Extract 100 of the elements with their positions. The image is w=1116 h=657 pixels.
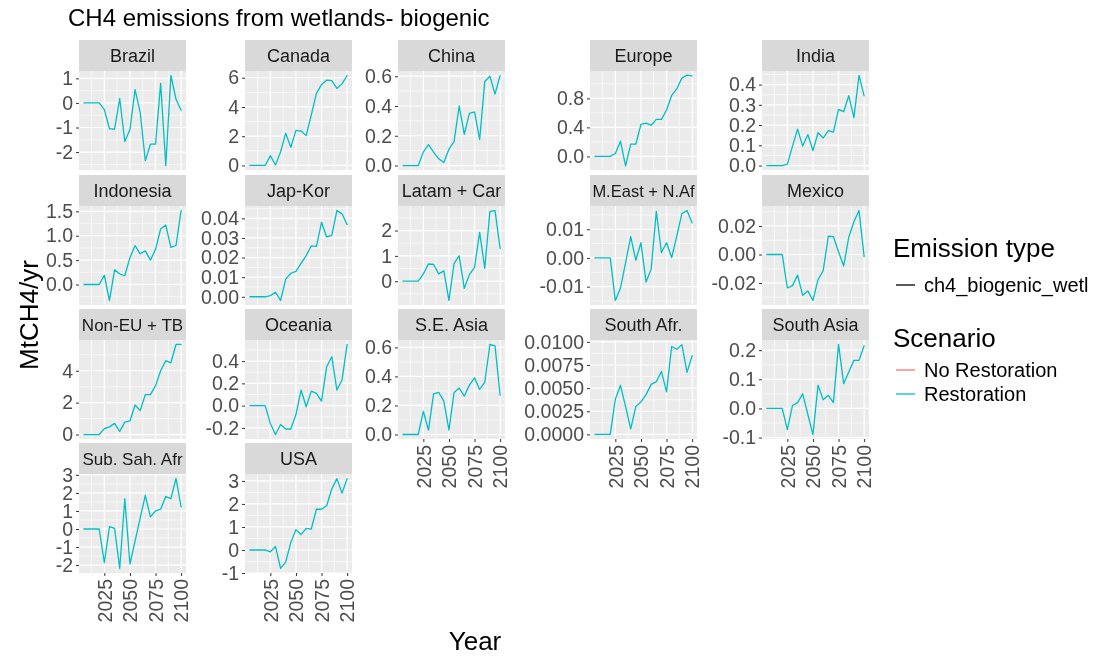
y-tick-label: -0.2 xyxy=(205,416,239,439)
y-tick-label: 1 xyxy=(228,515,239,538)
y-tick-label: 0.2 xyxy=(211,372,239,395)
x-tick-label: 2075 xyxy=(310,578,333,623)
y-tick-label: 0 xyxy=(62,91,74,114)
x-tick-label: 2100 xyxy=(853,444,876,489)
x-tick-label: 2025 xyxy=(604,444,627,489)
y-tick-label: 0.0 xyxy=(364,423,393,446)
line-series xyxy=(766,343,865,436)
line-series xyxy=(249,209,348,302)
y-tick-label: -2 xyxy=(55,140,73,163)
x-tick-label: 2100 xyxy=(681,444,704,489)
x-tick-label: 2075 xyxy=(144,578,167,623)
y-tick-label: 0.00 xyxy=(718,243,757,266)
y-axis-title: MtCH4/yr xyxy=(14,259,44,370)
line-series xyxy=(594,74,693,167)
y-tick-label: 4 xyxy=(228,95,240,118)
x-tick-label: 2050 xyxy=(630,444,653,489)
x-tick-label: 2100 xyxy=(170,578,193,623)
y-tick-label: 0.0 xyxy=(728,154,757,177)
x-tick-label: 2050 xyxy=(438,444,461,489)
line-series xyxy=(83,209,182,302)
chart-title: Mexico xyxy=(786,180,845,201)
y-tick-label: -0.02 xyxy=(711,271,756,294)
y-tick-label: 0.0050 xyxy=(524,376,585,399)
line-series xyxy=(249,74,348,167)
y-tick-label: 0.02 xyxy=(718,214,756,237)
chart-title: Indonesia xyxy=(93,180,173,201)
y-tick-label: 0.8 xyxy=(556,87,584,110)
y-tick-label: 0.3 xyxy=(728,93,756,116)
chart-title: Latam + Car xyxy=(401,180,502,201)
line-series xyxy=(249,343,348,436)
line-series xyxy=(594,209,693,302)
line-series xyxy=(83,74,182,167)
chart-title: S.E. Asia xyxy=(414,314,489,335)
y-tick-label: 0.4 xyxy=(728,73,757,96)
y-tick-label: 0 xyxy=(228,538,240,561)
line-series xyxy=(249,477,348,570)
y-tick-label: -0.01 xyxy=(539,275,584,298)
y-tick-label: 0 xyxy=(228,154,240,177)
y-tick-label: 0.2 xyxy=(364,394,392,417)
y-tick-label: 2 xyxy=(62,391,73,414)
x-tick-label: 2100 xyxy=(489,444,512,489)
x-tick-label: 2025 xyxy=(776,444,799,489)
y-tick-label: 0.0025 xyxy=(524,399,585,422)
chart-title: South Afr. xyxy=(604,314,683,335)
chart-title: Oceania xyxy=(264,314,334,335)
y-tick-label: -1 xyxy=(221,561,239,584)
chart-title: China xyxy=(427,45,476,66)
y-tick-label: 1.5 xyxy=(45,200,74,223)
y-tick-label: 0.6 xyxy=(364,336,392,359)
x-tick-label: 2050 xyxy=(285,578,308,623)
chart-title: Non-EU + TB xyxy=(81,315,184,335)
legend-title: Scenario xyxy=(893,323,996,353)
y-tick-label: 0.0 xyxy=(364,154,393,177)
y-tick-label: 1 xyxy=(62,67,73,90)
chart-title: Brazil xyxy=(109,45,156,66)
y-tick-label: 1.0 xyxy=(45,224,74,247)
x-tick-label: 2075 xyxy=(827,444,850,489)
y-tick-label: 0.0075 xyxy=(524,353,585,376)
y-tick-label: 0.4 xyxy=(364,94,393,117)
y-tick-label: 2 xyxy=(228,124,239,147)
text: Emission type xyxy=(893,233,1055,263)
legend-label: Restoration xyxy=(924,383,1027,405)
legend-label: No Restoration xyxy=(924,359,1058,381)
line-series xyxy=(402,74,501,167)
y-tick-label: 0.1 xyxy=(728,134,756,157)
line-series xyxy=(83,343,182,436)
x-tick-label: 2025 xyxy=(93,578,116,623)
x-tick-label: 2050 xyxy=(119,578,142,623)
x-tick-label: 2025 xyxy=(259,578,282,623)
chart-title: USA xyxy=(279,448,318,469)
y-tick-label: 0.0100 xyxy=(524,330,585,353)
chart-title: South Asia xyxy=(772,314,860,335)
y-tick-label: 0 xyxy=(381,269,393,292)
y-tick-label: 4 xyxy=(62,359,74,382)
line-series xyxy=(402,343,501,436)
y-tick-label: -1 xyxy=(55,116,73,139)
x-tick-label: 2075 xyxy=(655,444,678,489)
y-tick-label: 0.5 xyxy=(45,248,74,271)
y-tick-label: 0.0 xyxy=(728,397,757,420)
y-tick-label: 3 xyxy=(228,469,239,492)
y-tick-label: 2 xyxy=(381,219,392,242)
chart-title: Sub. Sah. Afr xyxy=(82,449,183,469)
y-tick-label: 0.0000 xyxy=(524,423,585,446)
y-tick-label: 0.00 xyxy=(201,285,240,308)
y-tick-label: -0.1 xyxy=(722,426,756,449)
y-tick-label: 0.01 xyxy=(546,217,584,240)
y-tick-label: 0.4 xyxy=(211,349,240,372)
y-tick-label: 0.2 xyxy=(728,113,756,136)
chart-title: Jap-Kor xyxy=(266,180,331,201)
y-tick-label: 0.2 xyxy=(728,338,756,361)
y-tick-label: 6 xyxy=(228,66,239,89)
line-series xyxy=(766,74,865,167)
y-tick-label: 0.6 xyxy=(364,64,392,87)
line-series xyxy=(766,209,865,302)
y-tick-label: 0.0 xyxy=(45,273,74,296)
y-tick-label: 0.4 xyxy=(364,365,393,388)
y-tick-label: 0.0 xyxy=(556,145,585,168)
y-tick-label: 0.4 xyxy=(556,116,585,139)
